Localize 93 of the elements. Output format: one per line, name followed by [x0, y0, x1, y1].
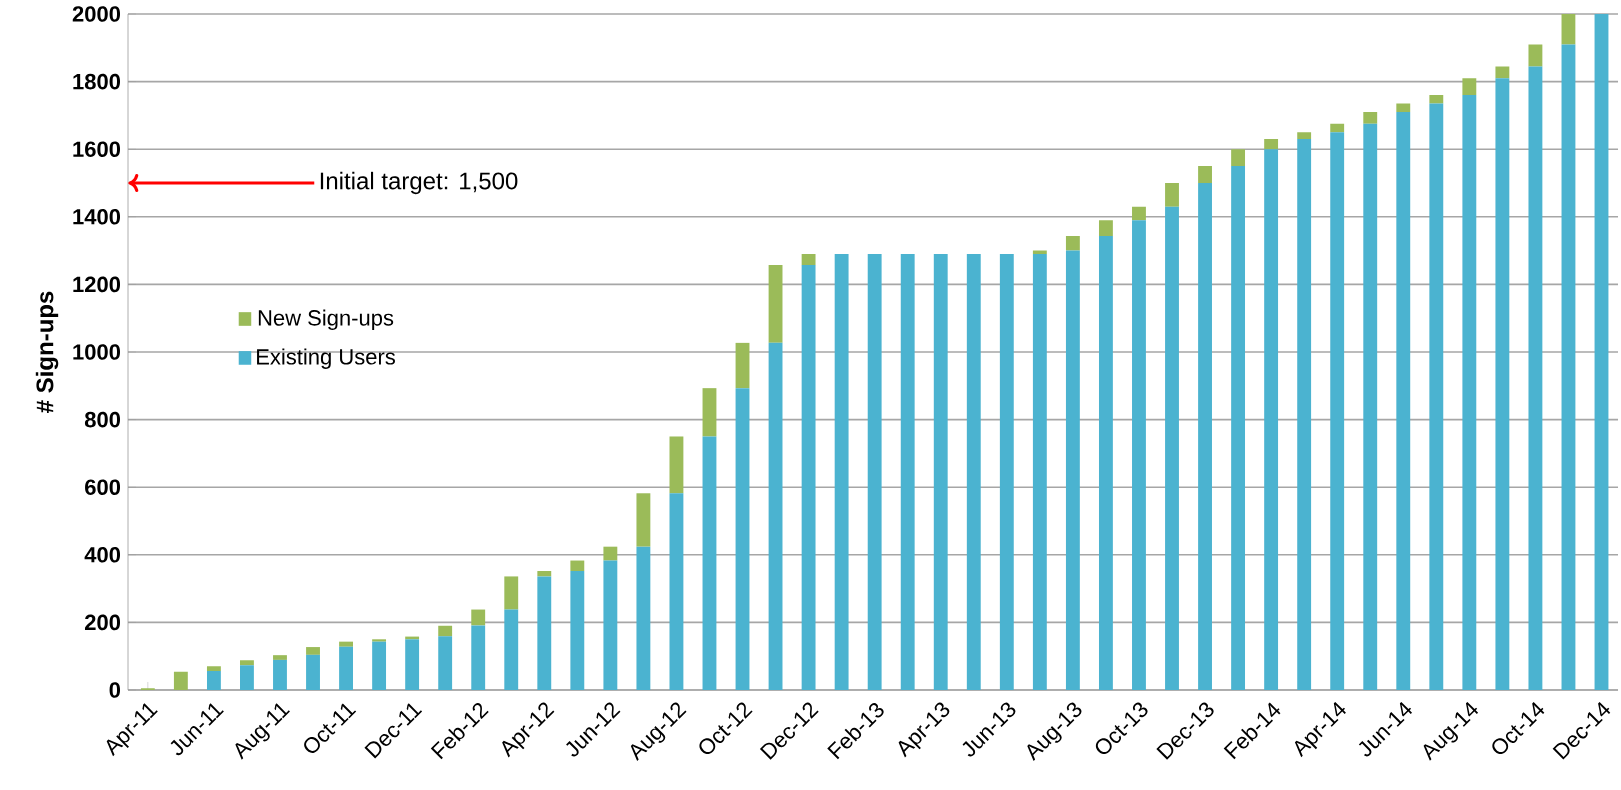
bar — [306, 654, 320, 690]
y-tick-label: 1000 — [73, 344, 121, 360]
y-tick-label: 1400 — [73, 209, 121, 225]
y-tick-label: 0 — [109, 682, 121, 698]
bar — [1330, 123, 1345, 133]
bar — [1165, 182, 1179, 207]
bar — [1231, 166, 1246, 690]
bar — [1098, 236, 1113, 690]
bar — [537, 571, 552, 577]
bar — [405, 639, 420, 690]
bar — [372, 639, 387, 642]
bar — [1528, 66, 1543, 690]
bar — [537, 576, 552, 690]
bar — [1396, 103, 1411, 113]
bar — [1297, 139, 1312, 690]
y-tick-label: 400 — [84, 547, 121, 563]
bar — [1363, 112, 1378, 124]
bar — [1198, 182, 1212, 690]
bar — [1330, 132, 1345, 690]
bar — [570, 571, 585, 690]
bar — [1429, 95, 1444, 104]
y-tick-label: 2000 — [72, 6, 121, 22]
bar — [1264, 139, 1279, 150]
bar — [1132, 206, 1146, 221]
bar — [1462, 78, 1477, 96]
bar — [801, 253, 816, 266]
bar — [273, 655, 287, 660]
bar — [240, 665, 254, 690]
bar — [570, 560, 585, 572]
bar — [306, 647, 320, 655]
bar — [339, 641, 353, 647]
bar — [206, 671, 221, 690]
y-tick-label: 800 — [84, 411, 121, 428]
bar — [1231, 149, 1246, 167]
bar — [471, 609, 486, 626]
y-tick-label: 200 — [84, 614, 121, 631]
bar — [603, 560, 618, 690]
bar — [471, 625, 486, 690]
bar — [867, 253, 882, 690]
bar — [438, 625, 453, 637]
bar — [1528, 44, 1543, 67]
bar — [702, 436, 717, 690]
bar — [999, 253, 1014, 690]
bar — [768, 265, 783, 343]
bar — [1429, 103, 1444, 690]
bar — [240, 660, 254, 666]
y-tick-label: 1800 — [73, 73, 121, 90]
bar — [636, 493, 651, 547]
bar — [669, 436, 684, 494]
bar — [1165, 206, 1179, 690]
legend-label: New Sign-ups — [258, 309, 394, 331]
bar — [768, 342, 783, 690]
bar — [834, 253, 849, 690]
bar — [1065, 236, 1080, 251]
bar — [735, 342, 750, 389]
y-tick-label: 600 — [85, 479, 121, 495]
bar — [1264, 149, 1279, 690]
bar — [206, 666, 221, 672]
bar — [900, 253, 915, 690]
bar — [1561, 13, 1576, 45]
bar — [273, 659, 287, 690]
bar — [669, 493, 684, 690]
bar — [1495, 78, 1510, 690]
bar — [1032, 253, 1047, 690]
bar — [636, 546, 651, 690]
bar — [1363, 123, 1378, 690]
bar — [173, 671, 188, 690]
bar — [438, 636, 453, 690]
bar — [339, 646, 353, 690]
legend-label: Existing Users — [257, 348, 395, 369]
bar — [1495, 66, 1510, 79]
y-tick-label: 1600 — [73, 141, 121, 157]
bar — [504, 609, 519, 690]
bar — [702, 388, 717, 437]
bar — [1132, 220, 1146, 690]
bar — [1098, 220, 1113, 237]
bar — [603, 546, 618, 561]
bar — [372, 641, 387, 690]
bar — [933, 253, 948, 690]
bar — [1462, 95, 1477, 690]
bar — [735, 388, 750, 690]
bar — [966, 253, 981, 690]
bar — [1594, 13, 1609, 690]
y-axis-title: # Sign-ups — [35, 291, 59, 413]
bar — [1561, 44, 1576, 690]
bar — [1065, 250, 1080, 690]
ref-line-label: Initial target: 1,500 — [320, 171, 518, 195]
y-tick-label: 1200 — [73, 276, 121, 293]
bar — [1198, 166, 1212, 183]
bar — [801, 265, 816, 690]
bar — [1396, 112, 1411, 690]
bar — [504, 576, 519, 610]
bar — [1297, 132, 1312, 140]
